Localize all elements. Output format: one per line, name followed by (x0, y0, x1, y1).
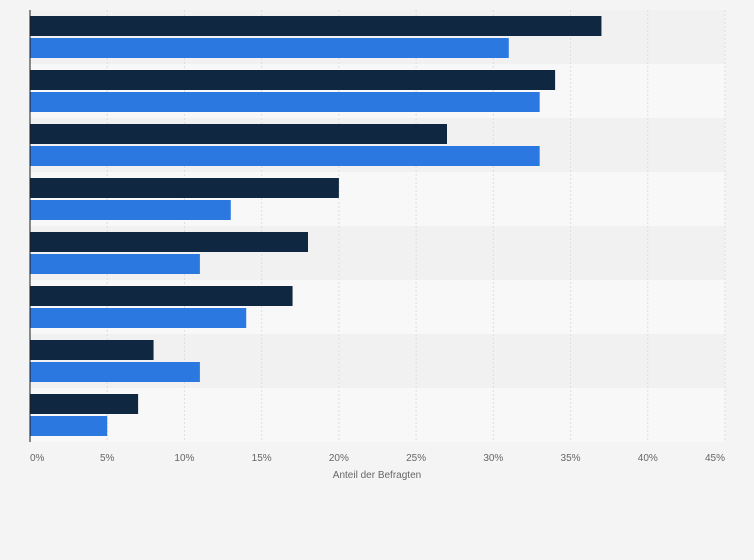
bar (30, 92, 540, 112)
bar (30, 416, 108, 436)
bar (30, 200, 231, 220)
bar (30, 394, 139, 414)
bars (30, 16, 602, 436)
x-tick-label: 45% (705, 453, 725, 464)
bar (30, 178, 339, 198)
x-tick-label: 30% (483, 453, 503, 464)
bar (30, 254, 200, 274)
x-tick-labels: 0% 5% 10% 15% 20% 25% 30% 35% 40% 45% (30, 453, 725, 464)
bar (30, 340, 154, 360)
category-band (30, 388, 725, 442)
bar (30, 232, 308, 252)
bar (30, 38, 509, 58)
category-bands (30, 10, 725, 442)
x-tick-label: 15% (252, 453, 272, 464)
x-tick-label: 35% (561, 453, 581, 464)
bar (30, 286, 293, 306)
x-tick-label: 20% (329, 453, 349, 464)
x-tick-label: 40% (638, 453, 658, 464)
x-axis-title: Anteil der Befragten (333, 470, 421, 481)
bar (30, 124, 447, 144)
bar (30, 70, 556, 90)
x-tick-label: 0% (30, 453, 45, 464)
x-tick-label: 10% (174, 453, 194, 464)
bar (30, 146, 540, 166)
x-tick-label: 5% (100, 453, 115, 464)
bar (30, 308, 247, 328)
bar (30, 16, 602, 36)
bar (30, 362, 200, 382)
x-tick-label: 25% (406, 453, 426, 464)
